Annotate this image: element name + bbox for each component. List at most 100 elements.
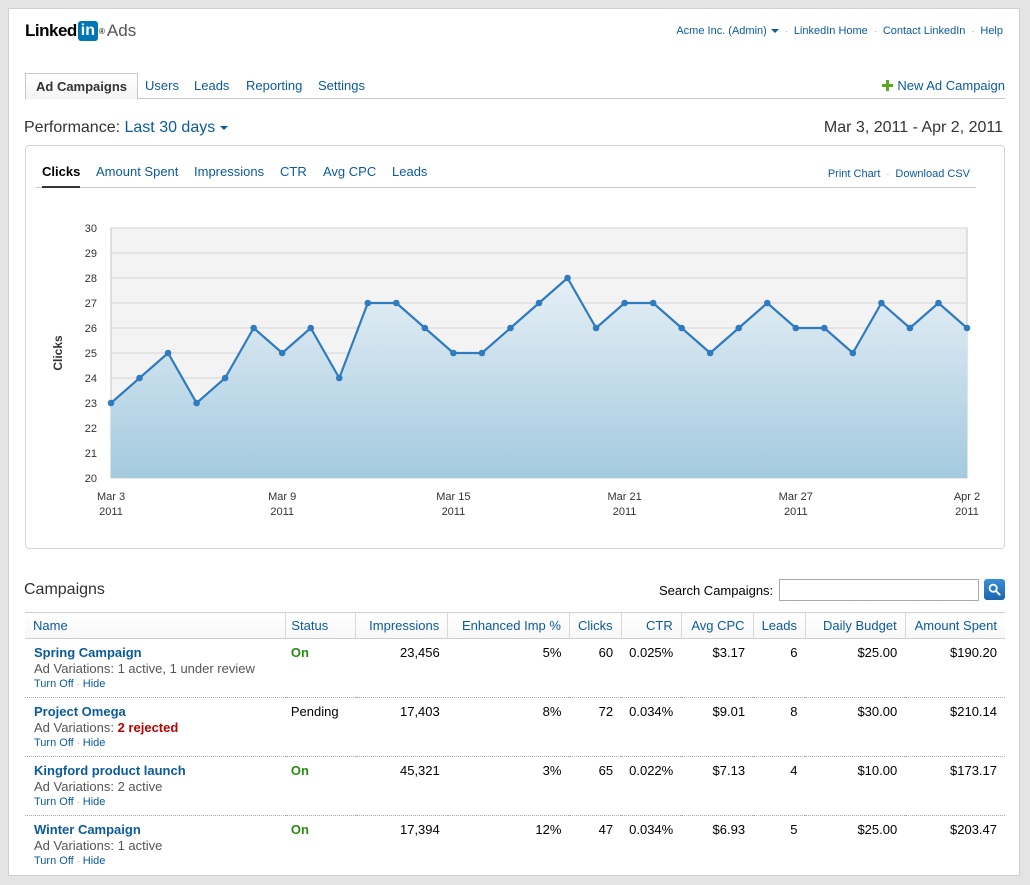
data-point <box>393 299 400 307</box>
tab-ad-campaigns[interactable]: Ad Campaigns <box>25 73 139 100</box>
separator: · <box>76 856 80 866</box>
chart-tab-avg-cpc[interactable]: Avg CPC <box>323 164 377 179</box>
performance-label: Performance: <box>24 119 121 136</box>
x-tick-label: Apr 2 <box>954 491 980 503</box>
data-point <box>307 324 315 332</box>
amount-spent-cell: $190.20 <box>905 638 1005 698</box>
ad-variations-text: Ad Variations: 1 active, 1 under review <box>34 661 278 676</box>
column-header-name[interactable]: Name <box>25 612 286 639</box>
separator: · <box>873 26 877 36</box>
date-range-value: Last 30 days <box>124 119 216 136</box>
chart-tab-clicks[interactable]: Clicks <box>42 164 81 188</box>
enhanced-imp-cell: 5% <box>447 638 570 698</box>
download-csv-link[interactable]: Download CSV <box>895 168 970 180</box>
column-header-daily-budget[interactable]: Daily Budget <box>804 612 906 639</box>
ad-variations-label: Ad Variations: <box>34 720 118 735</box>
column-header-amount-spent[interactable]: Amount Spent <box>904 612 1005 639</box>
chart-tab-impressions[interactable]: Impressions <box>194 164 265 179</box>
column-header-avg-cpc[interactable]: Avg CPC <box>680 612 754 639</box>
table-row: Kingford product launch Ad Variations: 2… <box>25 756 1005 816</box>
linkedin-home-link[interactable]: LinkedIn Home <box>793 25 868 37</box>
column-header-impressions[interactable]: Impressions <box>355 612 448 639</box>
tab-settings[interactable]: Settings <box>318 78 365 93</box>
performance-selector: Performance: Last 30 days <box>24 119 229 137</box>
separator: · <box>76 679 80 689</box>
campaign-name-link[interactable]: Kingford product launch <box>34 763 186 778</box>
data-point <box>649 299 657 307</box>
hide-link[interactable]: Hide <box>82 796 106 808</box>
tab-reporting[interactable]: Reporting <box>246 78 303 93</box>
ctr-cell: 0.022% <box>621 756 682 816</box>
leads-cell: 8 <box>753 697 806 757</box>
date-range-dropdown[interactable]: Last 30 days <box>125 119 229 136</box>
column-header-leads[interactable]: Leads <box>752 612 806 639</box>
account-label: Acme Inc. (Admin) <box>676 25 767 37</box>
hide-link[interactable]: Hide <box>82 855 106 867</box>
turn-off-link[interactable]: Turn Off <box>34 855 74 867</box>
data-point <box>906 324 914 332</box>
amount-spent-cell: $210.14 <box>905 697 1005 757</box>
clicks-cell: 65 <box>569 756 622 816</box>
status-badge: On <box>290 645 309 660</box>
turn-off-link[interactable]: Turn Off <box>34 737 74 749</box>
impressions-cell: 23,456 <box>355 638 448 698</box>
column-header-clicks[interactable]: Clicks <box>568 612 622 639</box>
logo-in-badge: in <box>77 21 99 41</box>
new-ad-campaign-button[interactable]: New Ad Campaign <box>882 73 1005 98</box>
data-point <box>364 299 372 307</box>
column-header-enhanced-imp[interactable]: Enhanced Imp % <box>447 612 570 639</box>
print-chart-link[interactable]: Print Chart <box>827 168 881 180</box>
clicks-cell: 60 <box>569 638 622 698</box>
table-row: Winter Campaign Ad Variations: 1 active … <box>25 816 1005 875</box>
chart-metric-tabs: Clicks Amount Spent Impressions CTR Avg … <box>36 164 976 188</box>
contact-linkedin-link[interactable]: Contact LinkedIn <box>882 25 966 37</box>
data-point <box>250 324 257 332</box>
y-tick-label: 20 <box>85 473 97 485</box>
linkedin-ads-logo[interactable]: Linked in ® Ads <box>25 19 136 43</box>
date-range-text: Mar 3, 2011 - Apr 2, 2011 <box>823 119 1003 136</box>
turn-off-link[interactable]: Turn Off <box>34 678 74 690</box>
avg-cpc-cell: $6.93 <box>712 822 746 837</box>
hide-link[interactable]: Hide <box>82 737 106 749</box>
tab-users[interactable]: Users <box>145 78 179 93</box>
data-point <box>478 349 486 357</box>
logo-linked-text: Linked <box>25 21 77 40</box>
search-campaigns-input[interactable] <box>779 579 979 601</box>
help-link[interactable]: Help <box>980 25 1003 37</box>
status-cell: On <box>285 756 356 816</box>
amount-spent-cell: $203.47 <box>950 822 997 837</box>
campaign-name-link[interactable]: Project Omega <box>34 704 126 719</box>
impressions-cell: 45,321 <box>355 756 448 816</box>
column-header-ctr[interactable]: CTR <box>620 612 682 639</box>
rejected-count: 2 rejected <box>117 720 179 735</box>
ad-variations-label: Ad Variations: 2 active <box>34 779 163 794</box>
logo-registered-mark: ® <box>99 26 105 36</box>
y-tick-label: 22 <box>85 423 97 435</box>
new-ad-campaign-label: New Ad Campaign <box>897 78 1005 93</box>
data-point <box>136 374 143 382</box>
x-tick-year: 2011 <box>270 506 294 518</box>
account-menu[interactable]: Acme Inc. (Admin) <box>676 25 779 37</box>
status-cell: On <box>285 638 356 698</box>
separator: · <box>76 738 80 748</box>
hide-link[interactable]: Hide <box>82 678 106 690</box>
daily-budget-cell: $25.00 <box>857 822 898 837</box>
chevron-down-icon <box>220 125 229 130</box>
campaigns-heading: Campaigns <box>24 581 105 598</box>
chevron-down-icon <box>770 29 779 34</box>
data-point <box>164 349 172 357</box>
campaign-name-cell: Spring Campaign Ad Variations: 1 active,… <box>25 638 286 698</box>
tab-leads[interactable]: Leads <box>194 78 230 93</box>
turn-off-link[interactable]: Turn Off <box>34 796 74 808</box>
chart-tab-leads[interactable]: Leads <box>392 164 428 179</box>
search-button[interactable] <box>984 579 1005 600</box>
clicks-cell: 72 <box>569 697 622 757</box>
campaign-name-link[interactable]: Winter Campaign <box>34 822 141 837</box>
data-point <box>592 324 600 332</box>
ad-variations-text: Ad Variations: 2 active <box>34 779 278 794</box>
chart-tab-ctr[interactable]: CTR <box>280 164 307 179</box>
column-header-status[interactable]: Status <box>285 612 356 639</box>
data-point <box>706 349 714 357</box>
campaign-name-link[interactable]: Spring Campaign <box>34 645 142 660</box>
chart-tab-amount-spent[interactable]: Amount Spent <box>96 164 179 179</box>
